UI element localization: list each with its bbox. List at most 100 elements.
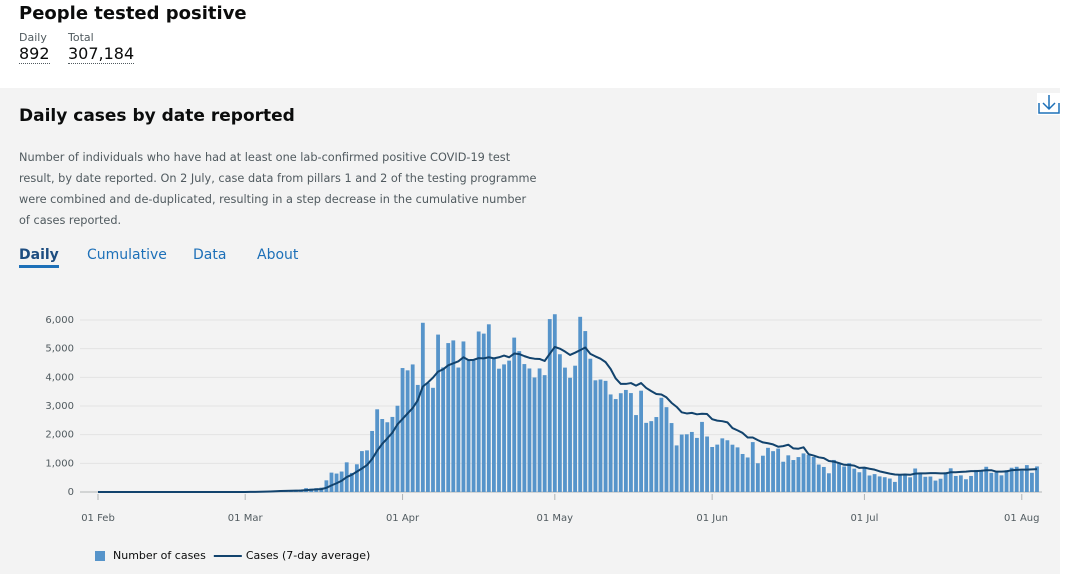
bar [847,463,852,492]
bar [639,390,644,492]
bar [441,367,446,492]
x-tick-label: 01 Aug [1004,513,1039,524]
bar [664,407,669,492]
tab[interactable]: Cumulative [87,247,167,263]
bar [431,387,435,492]
bar [502,364,506,492]
bar [608,394,613,492]
bar [933,480,938,492]
bar [623,389,628,492]
bar [410,364,415,492]
download-icon[interactable] [1037,93,1061,115]
bar [989,472,994,492]
bar [507,360,512,492]
bar [974,469,978,492]
daily-label: Daily [19,31,47,44]
x-tick-label: 01 Jun [696,513,728,524]
bar [380,419,385,492]
bar [578,316,583,492]
bar [446,343,451,492]
bar [872,474,877,492]
tab[interactable]: Daily [19,247,59,268]
bar [395,405,400,492]
bar [481,333,486,492]
y-tick-label: 5,000 [45,344,74,355]
bar [735,447,740,492]
bar [1004,470,1009,492]
x-tick-label: 01 May [537,513,574,524]
bar [913,468,918,492]
bar [522,364,527,492]
bar [857,472,862,492]
bar [573,365,578,492]
bar [1019,470,1024,492]
bar [1035,466,1039,492]
bar [629,393,633,492]
y-tick-label: 1,000 [45,458,74,469]
bar [791,460,796,492]
bar [882,477,887,492]
bar [476,331,481,492]
bar [349,472,354,492]
bar [745,457,750,492]
bar [984,466,989,492]
bar [674,445,679,492]
y-tick-label: 3,000 [45,401,74,412]
bar [593,380,598,492]
bar [1030,472,1034,492]
bar [999,475,1004,492]
bar [740,453,745,492]
bar [979,470,984,492]
bar [761,455,765,492]
bar [360,451,364,492]
bar [370,430,374,492]
total-label: Total [68,31,94,44]
x-tick-label: 01 Mar [228,513,264,524]
bar [908,477,913,492]
bar [532,377,537,492]
bar [613,399,618,492]
bar [852,468,857,492]
y-tick-label: 0 [68,487,74,498]
bar [497,368,501,492]
bar [588,358,593,492]
bar [898,475,902,492]
bar [806,454,811,492]
daily-value: 892 [19,44,50,64]
tab[interactable]: Data [193,247,227,263]
bar [695,437,699,492]
bar [1009,467,1014,492]
bar [923,476,928,492]
bar [811,456,816,492]
bar [557,354,562,492]
bar [903,473,907,492]
bar [634,415,638,492]
bar [710,446,715,492]
bar [420,322,425,492]
bar [547,319,552,492]
x-tick-label: 01 Feb [81,513,115,524]
bar [826,473,831,492]
bar [832,459,836,492]
average-line [98,345,1038,493]
bar [456,367,461,492]
bar [603,380,608,492]
bar [684,434,689,492]
bar [781,461,786,492]
bar [471,359,476,492]
x-tick-label: 01 Jul [850,513,878,524]
bar [689,431,694,492]
bar [948,468,953,492]
bar [796,457,801,492]
bar [958,475,963,492]
bar [461,341,466,492]
bar [771,451,775,492]
bar [659,397,664,492]
bar [563,367,567,492]
bar [928,476,933,492]
bar [969,475,973,492]
bar [654,417,659,492]
tab[interactable]: About [257,247,299,263]
bar [715,444,720,492]
